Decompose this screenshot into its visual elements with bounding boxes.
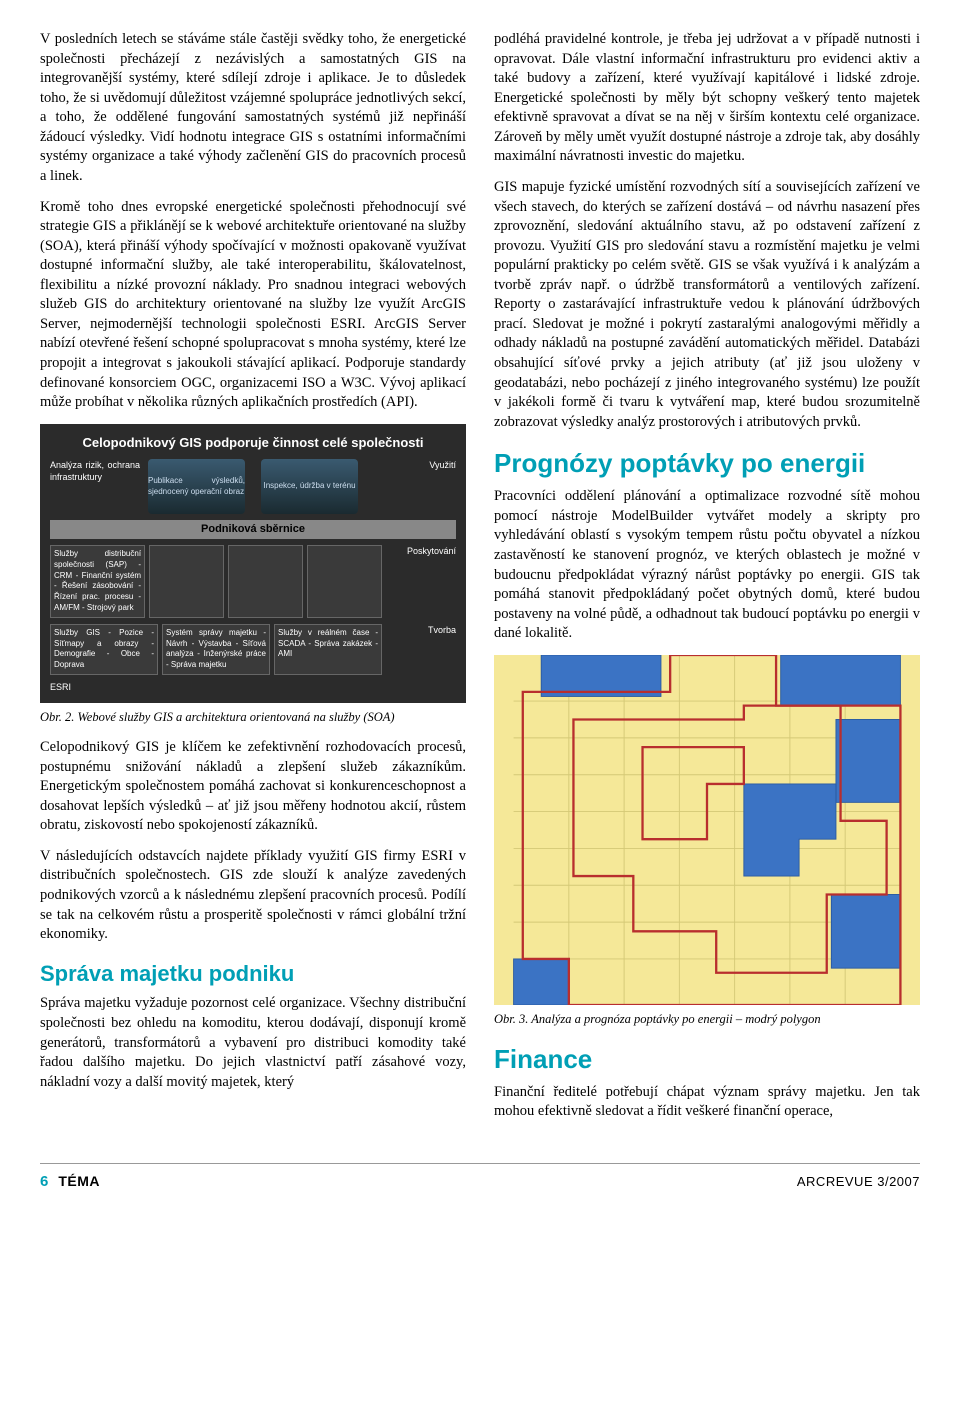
body-paragraph: V posledních letech se stáváme stále čas… — [40, 30, 466, 187]
diagram-box: Služby v reálném čase - SCADA - Správa z… — [274, 624, 382, 675]
page-footer: 6 TÉMA ARCREVUE 3/2007 — [40, 1163, 920, 1193]
right-column: podléhá pravidelné kontrole, je třeba je… — [494, 30, 920, 1133]
footer-right: ARCREVUE 3/2007 — [797, 1173, 920, 1191]
figure-caption: Obr. 3. Analýza a prognóza poptávky po e… — [494, 1011, 920, 1028]
body-paragraph: Správa majetku vyžaduje pozornost celé o… — [40, 994, 466, 1092]
diagram-label: Využití — [366, 459, 456, 471]
section-heading: Finance — [494, 1042, 920, 1077]
diagram-center: Inspekce, údržba v terénu — [261, 459, 358, 514]
diagram-label: Poskytování — [386, 545, 456, 618]
body-paragraph: Pracovníci oddělení plánování a optimali… — [494, 487, 920, 644]
section-name: TÉMA — [58, 1173, 100, 1189]
diagram-label: Analýza rizik, ochrana infrastruktury — [50, 459, 140, 483]
diagram-box — [307, 545, 382, 618]
diagram-box: Služby distribuční společnosti (SAP) - C… — [50, 545, 145, 618]
section-heading: Správa majetku podniku — [40, 959, 466, 989]
body-paragraph: V následujících odstavcích najdete příkl… — [40, 847, 466, 945]
diagram-box: Služby GIS - Pozice - Síťmapy a obrazy -… — [50, 624, 158, 675]
body-paragraph: podléhá pravidelné kontrole, je třeba je… — [494, 30, 920, 167]
diagram-center: Publikace výsledků, sjednocený operační … — [148, 459, 245, 514]
page-number: 6 — [40, 1173, 48, 1190]
diagram-box — [228, 545, 303, 618]
footer-left: 6 TÉMA — [40, 1172, 100, 1193]
diagram-title: Celopodnikový GIS podporuje činnost celé… — [50, 434, 456, 452]
figure-gis-diagram: Celopodnikový GIS podporuje činnost celé… — [40, 424, 466, 704]
section-heading: Prognózy poptávky po energii — [494, 446, 920, 481]
diagram-box: Systém správy majetku - Návrh - Výstavba… — [162, 624, 270, 675]
map-svg — [494, 655, 920, 1005]
figure-caption: Obr. 2. Webové služby GIS a architektura… — [40, 709, 466, 726]
body-paragraph: Kromě toho dnes evropské energetické spo… — [40, 198, 466, 413]
document-page: V posledních letech se stáváme stále čas… — [0, 0, 960, 1213]
figure-map — [494, 655, 920, 1005]
diagram-bus-bar: Podniková sběrnice — [50, 520, 456, 539]
diagram-label: Publikace výsledků, sjednocený operační … — [148, 476, 245, 498]
diagram-label: Inspekce, údržba v terénu — [263, 481, 355, 492]
left-column: V posledních letech se stáváme stále čas… — [40, 30, 466, 1133]
body-paragraph: Celopodnikový GIS je klíčem ke zefektivn… — [40, 738, 466, 836]
diagram-label: Tvorba — [386, 624, 456, 675]
two-column-layout: V posledních letech se stáváme stále čas… — [40, 30, 920, 1133]
body-paragraph: Finanční ředitelé potřebují chápat význa… — [494, 1083, 920, 1122]
body-paragraph: GIS mapuje fyzické umístění rozvodných s… — [494, 178, 920, 432]
diagram-logo: ESRI — [50, 681, 456, 693]
diagram-box — [149, 545, 224, 618]
